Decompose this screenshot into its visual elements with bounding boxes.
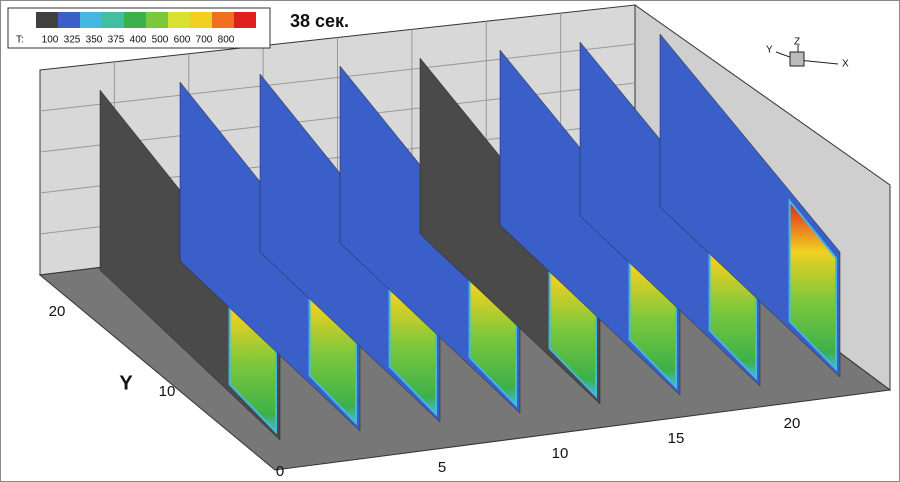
legend-label: T: [16, 35, 24, 46]
axis-triad: Z Y X [766, 37, 849, 70]
legend-swatch [168, 12, 190, 28]
triad-x: X [842, 59, 849, 70]
legend: 100 325 350 375 400 500 600 700 800 [36, 12, 256, 46]
legend-value: 325 [64, 35, 81, 46]
legend-swatch [124, 12, 146, 28]
y-axis-label: Y [119, 372, 133, 394]
legend-swatch [212, 12, 234, 28]
legend-value: 400 [130, 35, 147, 46]
slices [99, 33, 841, 441]
legend-value: 100 [42, 35, 59, 46]
legend-swatch [190, 12, 212, 28]
legend-value: 350 [86, 35, 103, 46]
legend-value: 600 [174, 35, 191, 46]
legend-swatch [146, 12, 168, 28]
triad-y: Y [766, 45, 773, 56]
x-tick: 20 [784, 415, 801, 432]
legend-swatch [36, 12, 58, 28]
legend-value: 700 [196, 35, 213, 46]
y-tick: 0 [276, 463, 284, 480]
title: 38 сек. [290, 11, 349, 31]
legend-value: 375 [108, 35, 125, 46]
y-tick: 10 [159, 383, 176, 400]
legend-swatch [102, 12, 124, 28]
legend-value: 500 [152, 35, 169, 46]
x-tick: 15 [668, 430, 685, 447]
x-tick: 5 [438, 459, 446, 476]
x-tick: 10 [552, 445, 569, 462]
legend-value: 800 [218, 35, 235, 46]
legend-swatch [80, 12, 102, 28]
triad-z: Z [794, 37, 800, 48]
legend-swatch [234, 12, 256, 28]
legend-swatch [58, 12, 80, 28]
temperature-patch [788, 198, 837, 372]
y-tick: 20 [49, 303, 66, 320]
